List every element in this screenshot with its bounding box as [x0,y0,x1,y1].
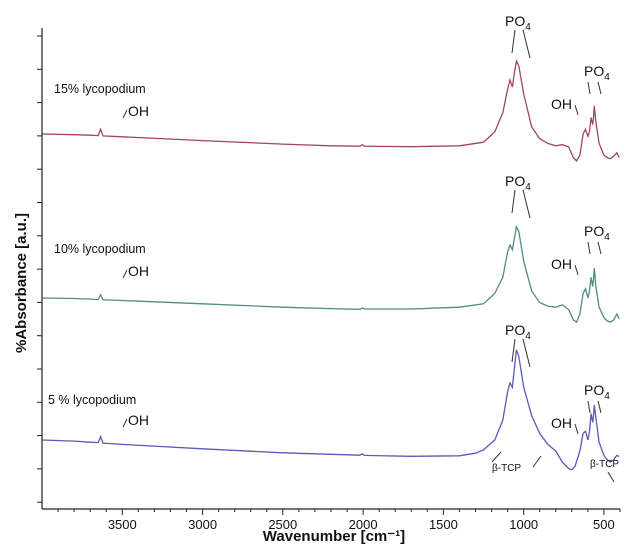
oh-band-label: OH [551,415,572,431]
oh-label: OH [128,103,149,119]
series-label-2: 10% lycopodium [54,242,146,256]
beta-tcp-leader-left [532,455,542,468]
x-tick-label: 1000 [509,517,538,532]
po4-band-label-subscript: 4 [604,391,610,402]
x-tick-label: 2000 [349,517,378,532]
oh-band-leader-line [574,264,579,276]
po4-leader-line [522,338,531,368]
po4-band-leader-line [587,81,591,95]
po4-band-label-subscript: 4 [604,232,610,243]
oh-leader-line [122,418,128,428]
beta-tcp-leader-right [607,471,615,483]
oh-leader-line [122,269,128,279]
po4-label: PO4 [505,173,531,193]
beta-tcp-label-left: β-TCP [492,463,521,474]
oh-band-label: OH [551,96,572,112]
po4-band-label: PO4 [584,382,610,402]
po4-label-subscript: 4 [525,182,531,193]
x-tick-label: 3500 [108,517,137,532]
po4-band-label: PO4 [584,63,610,83]
po4-leader-line [511,189,516,214]
x-tick-label: 3000 [188,517,217,532]
oh-band-leader-line [574,104,579,116]
po4-band-leader-line [587,241,591,255]
po4-leader-line [511,338,516,363]
beta-tcp-leader-left [491,451,502,463]
x-axis-title: Wavenumber [cm⁻¹] [263,528,405,545]
po4-band-leader-line [587,400,591,414]
y-axis-title: %Absorbance [a.u.] [13,213,30,353]
po4-leader-line [522,189,531,219]
series-line-1 [41,59,620,163]
series-line-3 [41,349,620,471]
po4-band-leader-line [597,400,602,414]
oh-label: OH [128,263,149,279]
po4-label-subscript: 4 [525,22,531,33]
po4-band-leader-line [597,241,602,255]
x-tick-label: 500 [593,517,615,532]
axes-layer: 3500 3000 2500 2000 1500 1000 500 [37,28,621,532]
po4-label-subscript: 4 [525,331,531,342]
x-tick-label: 2500 [268,517,297,532]
oh-label: OH [128,412,149,428]
po4-leader-line [522,29,531,59]
annotation-layer: 15% lycopodium 10% lycopodium 5 % lycopodi… [48,13,619,483]
series-label-3: 5 % lycopodium [48,393,136,407]
oh-band-label: OH [551,256,572,272]
po4-label: PO4 [505,322,531,342]
po4-leader-line [511,29,516,54]
x-tick-label: 1500 [429,517,458,532]
po4-label: PO4 [505,13,531,33]
series-layer [41,59,620,471]
oh-band-leader-line [574,423,579,435]
series-line-2 [41,224,620,324]
po4-band-label-subscript: 4 [604,72,610,83]
oh-leader-line [122,109,128,119]
beta-tcp-label-right: β-TCP [590,459,619,470]
po4-band-leader-line [597,81,602,95]
series-label-1: 15% lycopodium [54,82,146,96]
po4-band-label: PO4 [584,223,610,243]
